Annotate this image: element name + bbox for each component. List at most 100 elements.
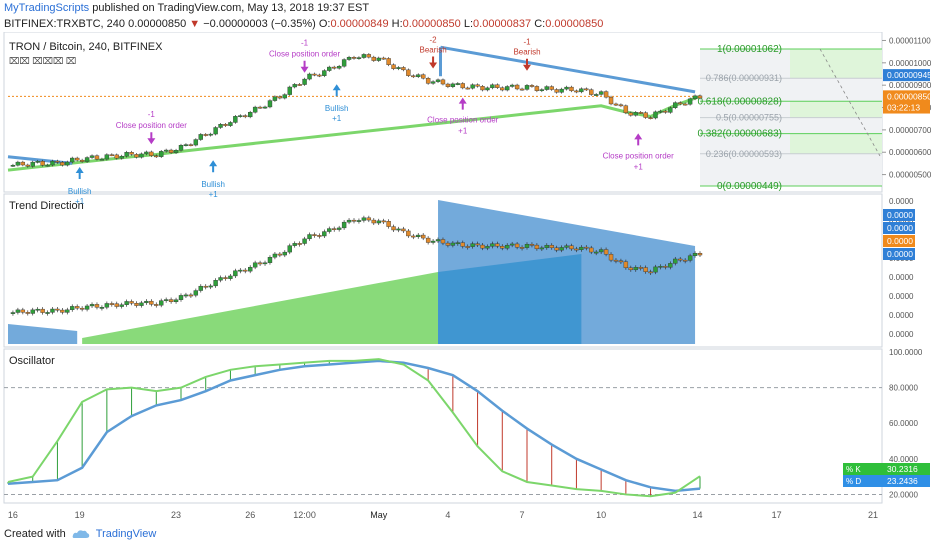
- trend-candle-up: [594, 251, 599, 254]
- bearish-count: -1: [523, 38, 531, 47]
- price-tick-label: 0.00000900: [889, 81, 932, 90]
- trend-candle-up: [208, 285, 213, 288]
- trend-candle-down: [317, 235, 322, 237]
- close-label: C:: [534, 18, 546, 30]
- trend-candle-up: [84, 305, 90, 310]
- trend-candle-down: [411, 235, 416, 238]
- footer: Created with TradingView: [4, 528, 156, 540]
- fib-label: 0.5(0.00000755): [716, 113, 782, 123]
- candle-down: [589, 89, 594, 95]
- oscillator-series-tag-text: % K: [846, 465, 861, 474]
- trend-fills: [8, 200, 696, 344]
- candle-down: [480, 86, 485, 91]
- candle-up: [322, 70, 327, 76]
- candle-down: [366, 54, 372, 58]
- close-order-label: Close position order: [116, 121, 187, 130]
- bullish-arrow-icon: [332, 84, 341, 97]
- candle-up: [84, 157, 90, 162]
- candle-up: [594, 94, 599, 96]
- chart-svg[interactable]: 1(0.00001062) 0.786(0.00000931) 0.618(0.00…: [0, 31, 932, 522]
- trend-tick-label: 0.0000: [889, 197, 914, 206]
- chart-area[interactable]: 1(0.00001062) 0.786(0.00000931) 0.618(0.00…: [0, 31, 932, 522]
- trend-candle-down: [129, 301, 134, 304]
- open-label: O:: [318, 18, 331, 30]
- candle-up: [252, 106, 258, 113]
- candle-down: [168, 149, 174, 153]
- price-candles: [10, 53, 703, 168]
- low-value: 0.00000837: [473, 18, 532, 30]
- trend-candle-up: [322, 231, 327, 237]
- bullish-arrow-icon: [209, 160, 218, 173]
- author-link[interactable]: MyTradingScripts: [4, 2, 90, 14]
- candle-up: [509, 84, 515, 87]
- candle-down: [663, 110, 668, 113]
- candle-down: [243, 115, 248, 118]
- candle-down: [391, 64, 396, 69]
- trend-badge: [883, 222, 915, 234]
- candle-down: [203, 134, 208, 136]
- trend-candle-up: [598, 249, 604, 253]
- trend-candle-down: [648, 271, 653, 274]
- candle-down: [623, 105, 629, 114]
- oscillator-badge-text: 30.2316: [887, 464, 918, 474]
- price-badge: [883, 101, 930, 114]
- candle-up: [302, 78, 307, 85]
- candle-up: [658, 110, 663, 113]
- close-order-arrow-icon: [147, 132, 156, 145]
- trend-badge-text: 0.0000: [887, 210, 913, 220]
- candle-up: [524, 85, 530, 90]
- trend-candle-up: [124, 301, 129, 305]
- trend-candle-up: [336, 227, 342, 230]
- candle-down: [682, 103, 688, 106]
- trend-candle-up: [272, 253, 278, 258]
- trend-candle-down: [495, 243, 500, 247]
- price-badge-text: 0.00000945: [887, 70, 932, 80]
- trend-bull-fill: [82, 272, 439, 344]
- candle-down: [381, 57, 386, 60]
- candle-up: [539, 89, 545, 91]
- candle-up: [564, 86, 569, 90]
- trend-candle-up: [10, 312, 16, 314]
- publish-header: MyTradingScripts published on TradingVie…: [4, 2, 369, 14]
- candle-up: [119, 155, 124, 159]
- oscillator-axis: 100.0000 80.0000 60.0000 40.0000 20.0000 % K 3…: [843, 348, 930, 499]
- trend-candle-up: [282, 251, 287, 256]
- candle-down: [574, 90, 579, 93]
- trend-candles: [10, 215, 703, 316]
- trend-candle-up: [430, 240, 436, 243]
- candle-down: [495, 84, 500, 88]
- trend-candle-down: [682, 259, 688, 262]
- price-tick-label: 0.00001100: [889, 36, 931, 45]
- candle-up: [218, 124, 223, 128]
- price-badge-text: 0.00000850: [887, 91, 932, 101]
- trend-candle-up: [302, 238, 307, 244]
- trend-candle-down: [608, 254, 614, 261]
- trend-candle-up: [238, 269, 243, 272]
- trend-candle-up: [435, 239, 441, 242]
- candle-down: [406, 69, 411, 76]
- oscillator-badge-text: 23.2436: [887, 476, 918, 486]
- trend-candle-down: [297, 243, 302, 245]
- close-order-arrow-icon: [300, 60, 309, 73]
- candle-down: [500, 87, 505, 91]
- trend-bull-overlap-fill: [438, 254, 582, 344]
- price-badge-text: 03:22:13: [887, 103, 920, 113]
- close-order-label: Close position order: [603, 151, 674, 160]
- trend-candle-down: [74, 306, 80, 309]
- candle-down: [584, 88, 589, 91]
- trend-candle-down: [480, 244, 485, 249]
- candle-up: [327, 66, 332, 71]
- tradingview-brand-link[interactable]: TradingView: [95, 528, 157, 540]
- close-order-count: +1: [458, 127, 468, 136]
- candle-up: [247, 112, 253, 118]
- time-tick-label: 10: [596, 510, 606, 520]
- trend-candle-up: [233, 270, 238, 277]
- trend-candle-down: [312, 234, 317, 236]
- open-value: 0.00000849: [330, 18, 389, 30]
- candle-up: [233, 116, 238, 123]
- close-order-count: -1: [301, 39, 309, 48]
- trend-candle-up: [485, 246, 490, 249]
- trend-tick-label: 0.0000: [889, 273, 914, 282]
- trend-candle-down: [549, 245, 554, 248]
